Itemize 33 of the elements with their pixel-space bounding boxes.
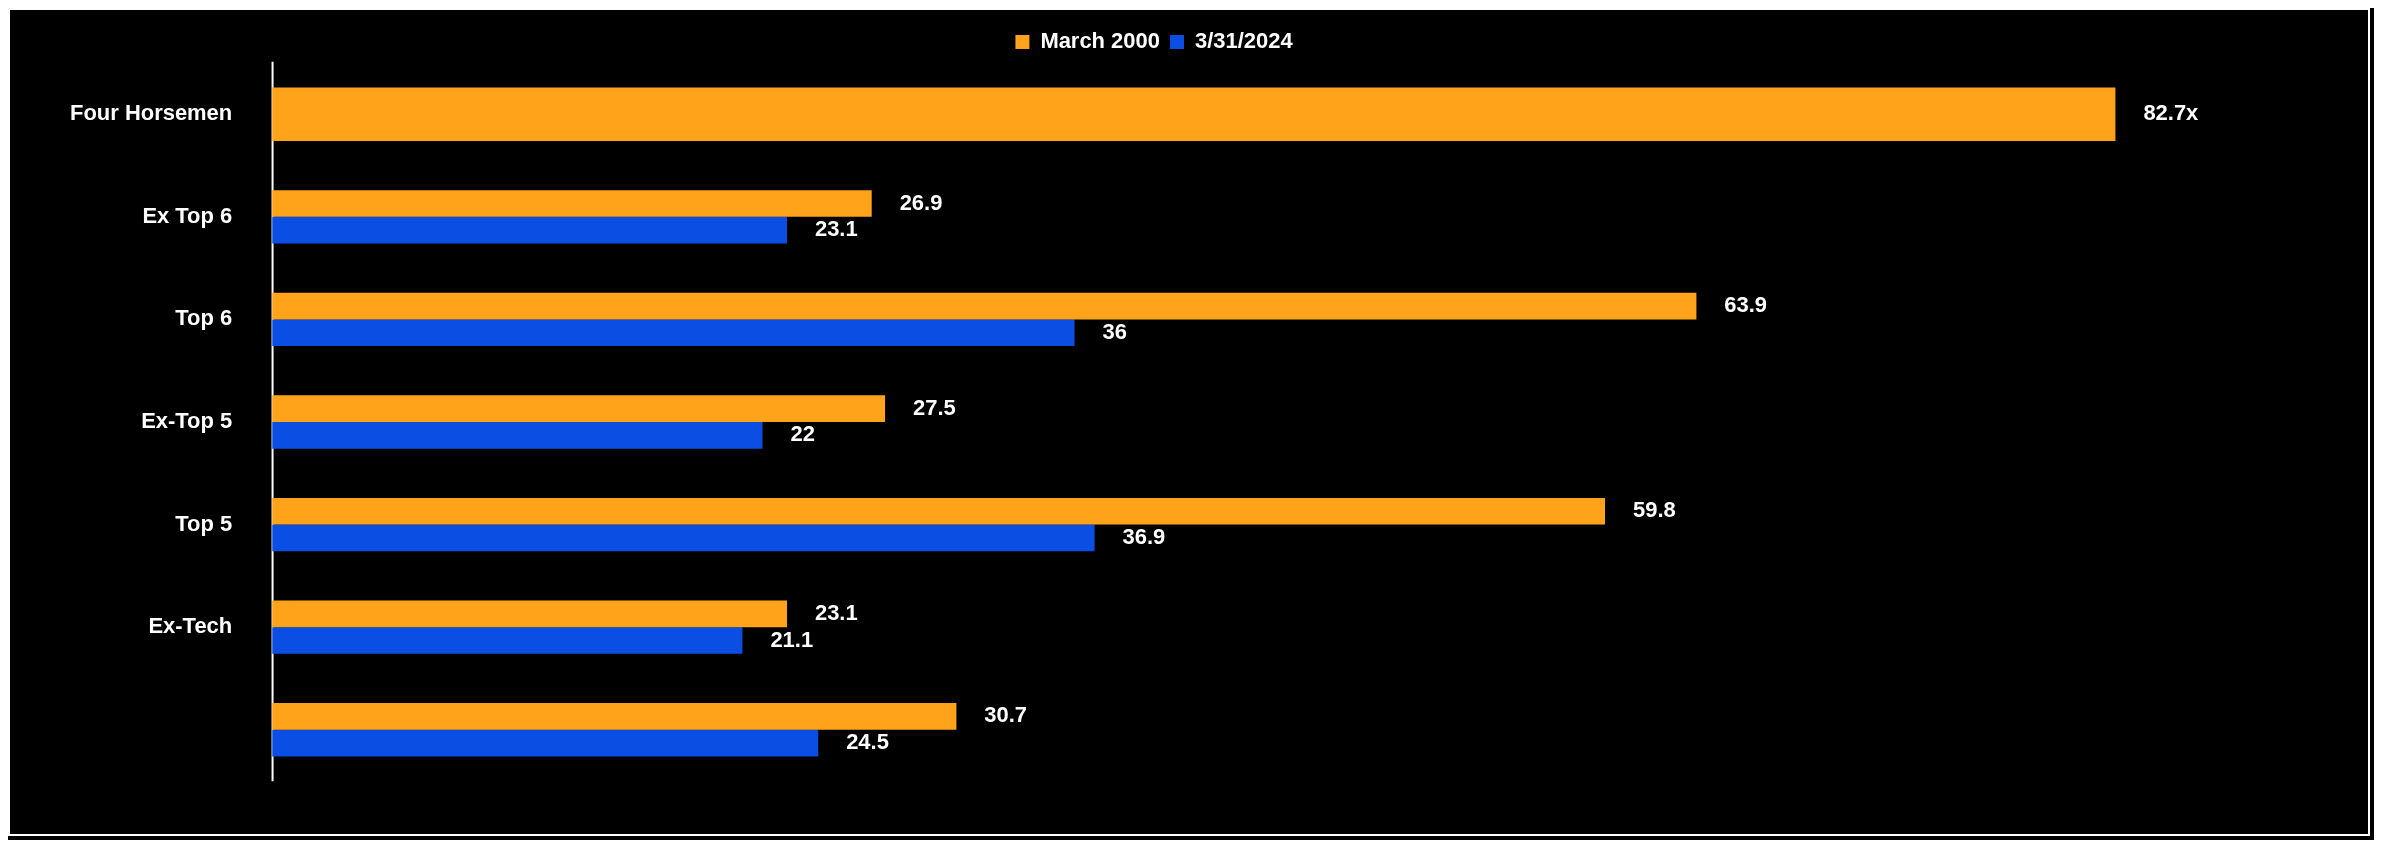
bar [272,319,1075,347]
data-label: 36.9 [1122,523,1166,549]
y-tick-label: Ex Top 6 [142,202,233,228]
y-tick-label: Top 6 [175,305,233,331]
legend-label: March 2000 [1040,28,1160,54]
bar [272,703,957,730]
y-tick-label: Top 5 [175,510,233,536]
bar [272,422,763,449]
data-label: 22 [790,421,815,447]
data-label: 21.1 [770,626,814,652]
legend-label: 3/31/2024 [1194,28,1294,54]
bar [272,627,743,654]
bar [272,395,886,422]
data-label: 23.1 [814,216,858,242]
bar [272,292,1697,320]
bar [272,497,1606,525]
y-tick-label: Ex-Top 5 [141,408,233,434]
bar [272,524,1095,552]
data-label: 36 [1102,318,1127,344]
y-tick-label: Ex-Tech [148,613,233,639]
data-label: 82.7x [2143,100,2200,126]
bar [272,190,872,217]
data-label: 23.1 [814,599,858,625]
data-label: 24.5 [846,729,889,755]
bar [272,729,819,757]
data-label: 59.8 [1632,497,1676,523]
data-label: 27.5 [913,394,956,420]
bar [272,216,788,244]
y-tick-label: Four Horsemen [70,100,233,126]
data-label: 63.9 [1724,292,1768,318]
data-label: 30.7 [984,702,1028,728]
data-label: 26.9 [899,189,943,215]
bar [272,600,788,628]
